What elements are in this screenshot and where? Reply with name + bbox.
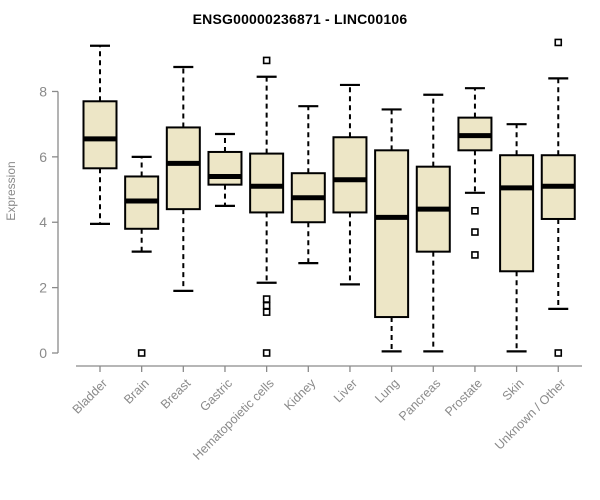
x-category-label: Gastric <box>197 376 235 414</box>
y-tick-label: 8 <box>39 83 47 99</box>
x-category-label: Skin <box>500 376 527 403</box>
box-Gastric <box>207 150 243 186</box>
x-category-label: Hematopoietic cells <box>190 376 277 463</box>
x-category-label: Unknown / Other <box>492 376 568 452</box>
outlier-point <box>554 349 563 357</box>
y-tick-label: 0 <box>39 345 47 361</box>
x-category-label: Pancreas <box>396 376 443 423</box>
y-tick-label: 2 <box>39 280 47 296</box>
box-Hematopoietic cells <box>249 152 285 214</box>
box-Breast <box>165 126 201 211</box>
outlier-point <box>262 349 271 357</box>
box-Skin <box>499 154 535 273</box>
x-category-label: Lung <box>372 376 402 406</box>
outlier-point <box>262 56 271 65</box>
x-category-label: Liver <box>331 376 360 405</box>
y-tick-label: 6 <box>39 149 47 165</box>
x-category-label: Breast <box>158 376 194 412</box>
outlier-point <box>554 38 563 47</box>
outlier-point <box>262 295 271 303</box>
outlier-point <box>137 349 146 357</box>
outlier-point <box>262 308 271 316</box>
box-Liver <box>332 136 368 214</box>
box-Lung <box>374 149 410 319</box>
x-category-label: Bladder <box>70 376 110 416</box>
outlier-point <box>471 228 479 236</box>
box-Bladder <box>82 100 118 170</box>
outlier-point <box>262 301 271 310</box>
outlier-point <box>471 251 479 259</box>
chart-title: ENSG00000236871 - LINC00106 <box>192 11 408 27</box>
x-category-label: Kidney <box>281 376 318 413</box>
outlier-point <box>471 206 479 215</box>
x-category-label: Prostate <box>442 376 485 419</box>
x-category-label: Brain <box>121 376 152 407</box>
y-tick-label: 4 <box>39 214 47 230</box>
